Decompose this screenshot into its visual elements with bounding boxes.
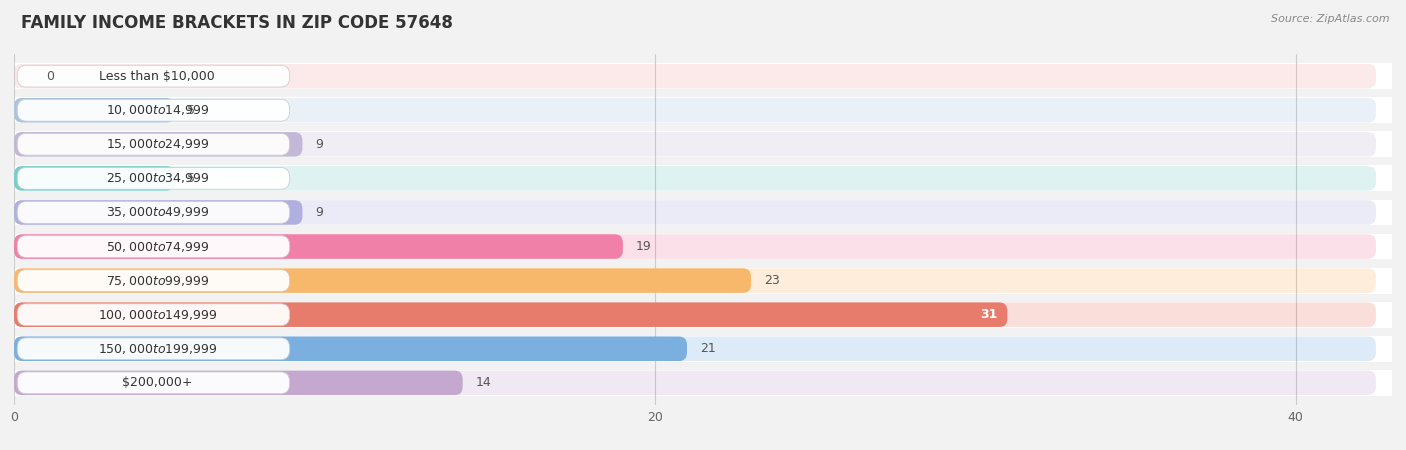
Text: $25,000 to $34,999: $25,000 to $34,999 bbox=[105, 171, 209, 185]
FancyBboxPatch shape bbox=[17, 167, 290, 189]
Text: Source: ZipAtlas.com: Source: ZipAtlas.com bbox=[1271, 14, 1389, 23]
FancyBboxPatch shape bbox=[14, 371, 463, 395]
FancyBboxPatch shape bbox=[17, 236, 290, 257]
FancyBboxPatch shape bbox=[17, 99, 290, 121]
FancyBboxPatch shape bbox=[14, 132, 302, 157]
FancyBboxPatch shape bbox=[14, 337, 1376, 361]
FancyBboxPatch shape bbox=[14, 131, 1392, 157]
FancyBboxPatch shape bbox=[17, 270, 290, 292]
FancyBboxPatch shape bbox=[14, 370, 1392, 396]
FancyBboxPatch shape bbox=[14, 166, 1392, 191]
Text: 14: 14 bbox=[475, 376, 491, 389]
FancyBboxPatch shape bbox=[14, 302, 1392, 328]
Text: $200,000+: $200,000+ bbox=[122, 376, 193, 389]
Text: 31: 31 bbox=[980, 308, 998, 321]
Text: Less than $10,000: Less than $10,000 bbox=[100, 70, 215, 83]
Text: 5: 5 bbox=[187, 172, 195, 185]
Text: 9: 9 bbox=[315, 138, 323, 151]
FancyBboxPatch shape bbox=[14, 166, 174, 191]
Text: 9: 9 bbox=[315, 206, 323, 219]
FancyBboxPatch shape bbox=[14, 371, 1376, 395]
FancyBboxPatch shape bbox=[14, 97, 1392, 123]
FancyBboxPatch shape bbox=[14, 268, 751, 293]
Text: $75,000 to $99,999: $75,000 to $99,999 bbox=[105, 274, 209, 288]
Text: 23: 23 bbox=[763, 274, 780, 287]
FancyBboxPatch shape bbox=[14, 132, 1376, 157]
FancyBboxPatch shape bbox=[14, 200, 302, 225]
FancyBboxPatch shape bbox=[17, 65, 290, 87]
FancyBboxPatch shape bbox=[14, 98, 174, 122]
Text: 19: 19 bbox=[636, 240, 651, 253]
FancyBboxPatch shape bbox=[14, 302, 1008, 327]
FancyBboxPatch shape bbox=[14, 234, 1376, 259]
FancyBboxPatch shape bbox=[14, 64, 1376, 88]
FancyBboxPatch shape bbox=[14, 63, 1392, 89]
FancyBboxPatch shape bbox=[17, 133, 290, 155]
FancyBboxPatch shape bbox=[14, 336, 1392, 362]
FancyBboxPatch shape bbox=[17, 304, 290, 326]
FancyBboxPatch shape bbox=[14, 234, 1392, 260]
Text: $15,000 to $24,999: $15,000 to $24,999 bbox=[105, 137, 209, 151]
Text: 5: 5 bbox=[187, 104, 195, 117]
FancyBboxPatch shape bbox=[14, 234, 623, 259]
FancyBboxPatch shape bbox=[14, 166, 1376, 191]
FancyBboxPatch shape bbox=[14, 199, 1392, 225]
Text: 21: 21 bbox=[700, 342, 716, 355]
Text: FAMILY INCOME BRACKETS IN ZIP CODE 57648: FAMILY INCOME BRACKETS IN ZIP CODE 57648 bbox=[21, 14, 453, 32]
Text: 0: 0 bbox=[46, 70, 53, 83]
FancyBboxPatch shape bbox=[17, 372, 290, 394]
FancyBboxPatch shape bbox=[14, 302, 1376, 327]
FancyBboxPatch shape bbox=[14, 268, 1392, 293]
Text: $10,000 to $14,999: $10,000 to $14,999 bbox=[105, 103, 209, 117]
FancyBboxPatch shape bbox=[14, 268, 1376, 293]
Text: $50,000 to $74,999: $50,000 to $74,999 bbox=[105, 239, 209, 253]
FancyBboxPatch shape bbox=[17, 338, 290, 360]
FancyBboxPatch shape bbox=[17, 202, 290, 223]
Text: $100,000 to $149,999: $100,000 to $149,999 bbox=[97, 308, 217, 322]
FancyBboxPatch shape bbox=[14, 337, 688, 361]
FancyBboxPatch shape bbox=[14, 98, 1376, 122]
FancyBboxPatch shape bbox=[14, 200, 1376, 225]
Text: $150,000 to $199,999: $150,000 to $199,999 bbox=[97, 342, 217, 356]
Text: $35,000 to $49,999: $35,000 to $49,999 bbox=[105, 206, 209, 220]
